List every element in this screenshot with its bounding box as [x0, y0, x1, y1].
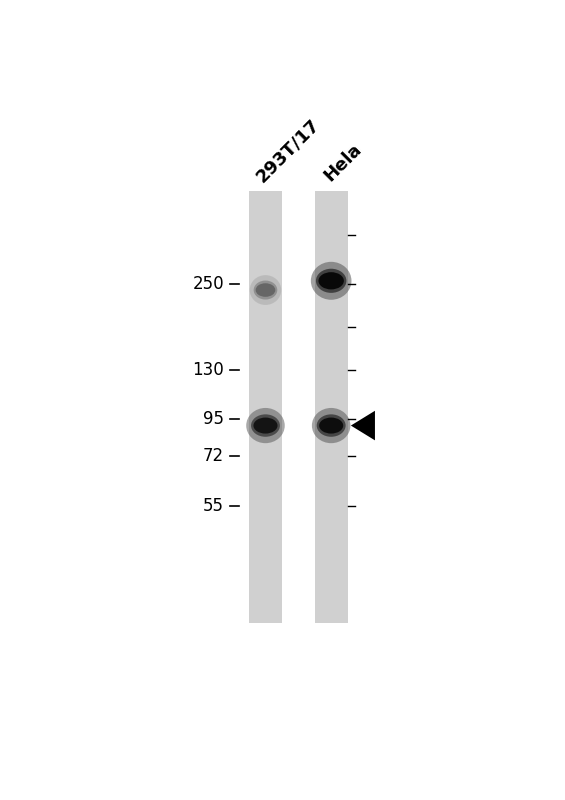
Ellipse shape: [246, 408, 285, 443]
Ellipse shape: [254, 281, 277, 299]
Text: 55: 55: [203, 497, 224, 514]
Text: 293T/17: 293T/17: [253, 115, 323, 186]
Ellipse shape: [317, 414, 346, 437]
Ellipse shape: [251, 414, 280, 437]
Ellipse shape: [311, 262, 351, 300]
Text: Hela: Hela: [320, 141, 366, 186]
Ellipse shape: [319, 418, 343, 434]
Text: 95: 95: [203, 410, 224, 429]
Text: 250: 250: [192, 275, 224, 293]
Ellipse shape: [255, 283, 275, 297]
Ellipse shape: [319, 272, 344, 290]
Text: 72: 72: [203, 447, 224, 466]
Polygon shape: [351, 410, 375, 440]
Ellipse shape: [250, 275, 281, 305]
Bar: [249, 191, 282, 622]
Ellipse shape: [254, 418, 277, 434]
Ellipse shape: [312, 408, 350, 443]
Ellipse shape: [316, 269, 346, 293]
Bar: [315, 191, 347, 622]
Text: 130: 130: [192, 361, 224, 379]
